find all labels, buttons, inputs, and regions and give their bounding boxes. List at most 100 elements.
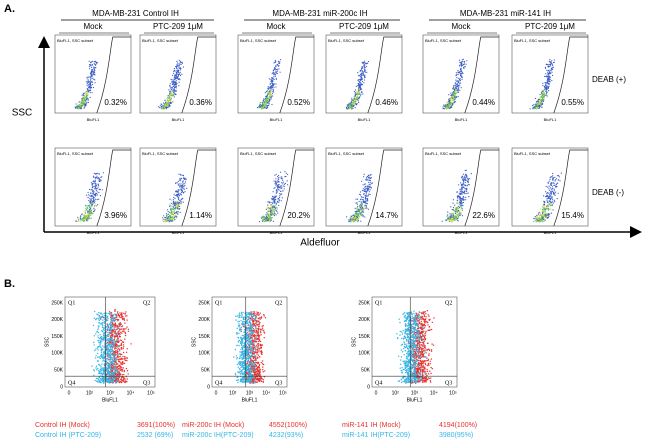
plot-frame [139,34,217,114]
cell-dot [114,308,116,311]
cell-dot [282,181,284,183]
cell-dot [263,218,265,221]
cell-dot [533,106,535,108]
cell-dot [122,344,125,346]
cell-dot [279,61,281,63]
cell-dot [270,212,272,214]
cell-dot [117,377,120,380]
cell-dot [275,78,278,80]
row-label: DEAB (+) [592,75,626,84]
cell-dot [457,199,459,201]
cell-dot [265,104,267,106]
cell-dot [86,194,88,196]
cell-dot [361,92,363,94]
cell-dot [89,188,91,190]
cell-dot [359,85,361,87]
cell-dot [171,79,173,81]
cell-dot [369,182,371,184]
cell-dot [455,96,457,98]
cell-dot [176,205,178,207]
cell-dot [367,208,369,210]
cell-dot [547,209,550,211]
cell-dot [270,214,272,216]
cell-dot [175,203,177,205]
cell-dot [91,212,93,214]
cell-dot [364,179,367,181]
cell-dot [126,348,128,350]
cell-dot [539,221,541,223]
cell-dot [90,208,92,210]
cell-dot [126,359,128,362]
cell-dot [115,328,118,331]
cell-dot [87,99,89,101]
cell-dot [122,379,124,382]
cell-dot [269,83,271,85]
cell-dot [182,181,184,183]
cell-dot [272,206,275,208]
cell-dot [460,82,462,84]
cell-dot [551,60,553,62]
cell-dot [98,321,100,324]
cell-dot [117,330,120,332]
cell-dot [449,219,451,222]
cell-dot [90,198,92,200]
cell-dot [176,64,178,67]
cell-dot [89,217,91,219]
cell-dot [549,177,551,179]
cell-dot [278,189,280,191]
cell-dot [544,201,546,203]
cell-dot [443,104,445,106]
cell-dot [546,91,548,94]
cell-dot [540,218,543,220]
cell-dot [349,102,351,104]
cell-dot [458,65,460,67]
cell-dot [99,378,102,380]
cell-dot [108,311,111,313]
cell-dot [95,184,97,186]
cell-dot [540,217,542,219]
cell-dot [451,215,453,217]
cell-dot [121,313,123,315]
cell-dot [459,89,461,91]
y-tick-label: 200K [51,317,63,323]
cell-dot [273,75,275,77]
cell-dot [80,220,82,222]
cell-dot [174,94,176,96]
cell-dot [351,220,353,222]
cell-dot [170,100,172,102]
gate [181,36,216,114]
cell-dot [278,198,280,200]
cell-dot [114,369,116,372]
cell-dot [83,220,85,223]
cell-dot [450,92,452,94]
cell-dot [89,206,91,208]
cell-dot [369,180,371,182]
cell-dot [101,189,103,191]
cell-dot [275,86,277,88]
cell-dot [274,208,276,210]
cell-dot [460,67,462,69]
cell-dot [159,107,161,109]
cell-dot [165,220,167,222]
cell-dot [123,369,125,372]
cell-dot [363,60,365,62]
cell-dot [273,212,275,214]
cell-dot [542,205,544,207]
cell-dot [460,177,463,179]
cell-dot [452,213,454,215]
x-axis-label: Aldefluor [300,238,340,249]
cell-dot [360,199,362,201]
cell-dot [363,176,365,178]
cell-dot [535,217,537,219]
cell-dot [461,208,463,210]
cell-dot [166,213,168,215]
cell-dot [360,78,362,80]
cell-dot [452,87,454,89]
cell-dot [84,91,87,93]
cell-dot [363,193,365,195]
cell-dot [169,85,171,87]
cell-dot [85,97,87,99]
cell-dot [549,65,551,67]
cell-dot [179,193,181,195]
cell-dot [355,211,357,214]
